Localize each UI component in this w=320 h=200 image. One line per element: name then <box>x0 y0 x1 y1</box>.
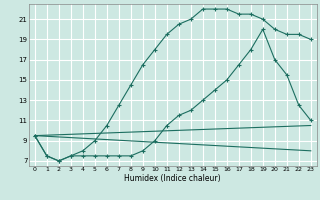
X-axis label: Humidex (Indice chaleur): Humidex (Indice chaleur) <box>124 174 221 183</box>
